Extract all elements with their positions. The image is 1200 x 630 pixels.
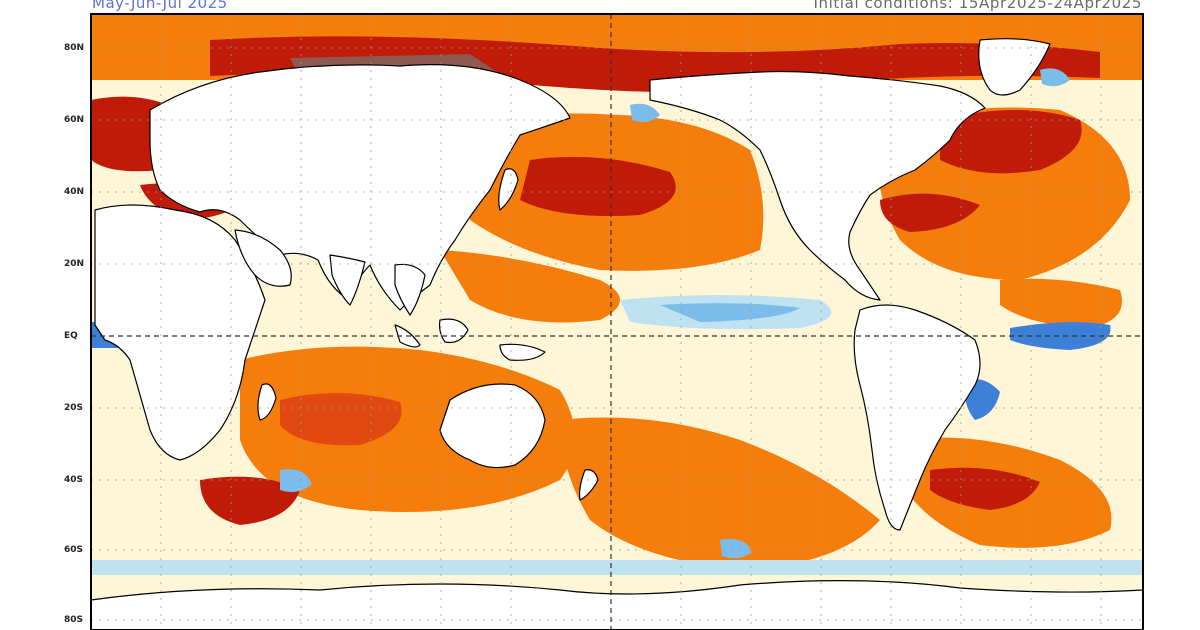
south-pacific-warm [560, 417, 880, 570]
labrador-cool [1040, 68, 1070, 87]
landmass-eurasia [149, 64, 571, 311]
landmass-new-guinea [499, 343, 546, 361]
landmass-madagascar [257, 383, 277, 421]
brazil-coast-cool [964, 378, 1000, 420]
land-layer [91, 38, 1143, 630]
landmass-indochina [394, 263, 426, 316]
landmass-borneo [438, 318, 469, 344]
lat-label-60s: 60S [64, 545, 84, 555]
south-indian-strong [200, 476, 300, 525]
antarctic-cool [91, 560, 1143, 575]
landmass-new-zealand [578, 469, 599, 501]
south-atlantic-strong [930, 467, 1040, 510]
landmass-north-america [649, 70, 986, 301]
map-frame [90, 13, 1144, 630]
lat-label-20n: 20N [64, 259, 85, 269]
lat-label-40s: 40S [64, 475, 84, 485]
landmass-japan [498, 168, 519, 211]
graticule [91, 14, 1143, 630]
lat-label-80n: 80N [64, 43, 85, 53]
lat-label-60n: 60N [64, 115, 85, 125]
north-atlantic-strong-2 [880, 193, 980, 232]
landmass-india [329, 254, 366, 306]
initial-conditions-label: Initial conditions: 15Apr2025-24Apr2025 [813, 0, 1142, 12]
tropical-atlantic-warm [1000, 278, 1122, 328]
lat-label-20s: 20S [64, 403, 84, 413]
equatorial-pacific-cool-core [660, 303, 800, 322]
north-pacific-strong [520, 156, 676, 216]
landmass-south-america [853, 304, 981, 531]
lat-label-eq: EQ [64, 331, 78, 341]
landmass-africa [94, 204, 266, 461]
north-atlantic-strong [940, 110, 1082, 174]
landmass-arabia [234, 229, 292, 287]
landmass-greenland [978, 38, 1051, 96]
landmass-australia [439, 383, 546, 469]
equatorial-atlantic-cool [1010, 322, 1111, 350]
lat-label-80s: 80S [64, 615, 84, 625]
south-pacific-cool [720, 538, 752, 559]
season-title: May-Jun-Jul 2025 [92, 0, 228, 12]
west-pacific-warm [440, 250, 620, 323]
north-pacific-cool [630, 103, 660, 123]
south-indian-cool [280, 469, 312, 492]
lat-label-40n: 40N [64, 187, 85, 197]
landmass-antarctica [91, 580, 1143, 630]
